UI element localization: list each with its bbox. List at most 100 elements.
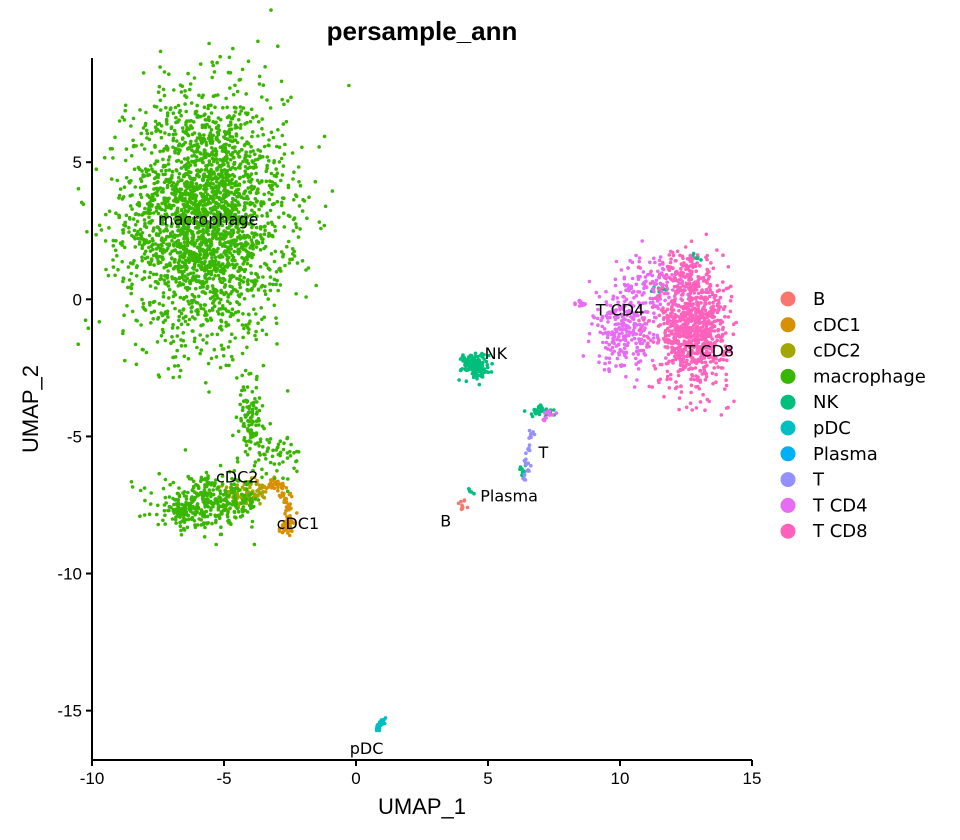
point (228, 314, 233, 319)
point (253, 497, 258, 501)
point (193, 336, 197, 341)
point (170, 173, 174, 178)
point (138, 108, 142, 112)
point (243, 368, 248, 373)
point (638, 327, 643, 331)
point (242, 180, 246, 184)
point (245, 154, 249, 158)
point (202, 222, 206, 227)
point (704, 325, 709, 329)
point (227, 123, 231, 128)
point (678, 273, 682, 278)
point (529, 464, 533, 468)
point (256, 458, 261, 462)
point (155, 512, 159, 517)
point (194, 150, 199, 154)
point (624, 288, 628, 293)
point (684, 306, 689, 311)
point (182, 494, 187, 498)
point (696, 278, 701, 283)
point (281, 254, 285, 259)
point (646, 272, 650, 277)
point (675, 314, 679, 318)
point (191, 216, 196, 221)
point (229, 486, 234, 490)
point (171, 339, 176, 344)
point (732, 399, 736, 404)
point (142, 276, 147, 280)
point (664, 284, 669, 288)
point (257, 408, 262, 413)
point (113, 135, 117, 140)
point (209, 271, 213, 276)
cluster-label-plasma: Plasma (480, 487, 538, 506)
point (702, 367, 706, 372)
point (620, 323, 625, 327)
point (664, 273, 669, 277)
point (250, 407, 255, 412)
point (208, 290, 213, 294)
point (202, 488, 207, 493)
point (621, 334, 626, 339)
point (287, 533, 292, 538)
point (690, 260, 694, 264)
point (199, 348, 204, 352)
point (209, 508, 213, 512)
point (182, 157, 187, 161)
point (211, 63, 215, 68)
point (596, 323, 600, 328)
point (693, 358, 697, 363)
point (111, 265, 116, 269)
point (213, 207, 217, 211)
point (261, 363, 266, 368)
point (179, 113, 183, 118)
point (671, 253, 676, 258)
point (122, 245, 127, 250)
point (700, 296, 705, 300)
point (701, 275, 706, 280)
point (229, 354, 234, 359)
point (254, 271, 258, 276)
point (186, 490, 190, 495)
point (234, 415, 239, 420)
point (140, 169, 144, 173)
point (269, 252, 274, 256)
point (216, 505, 221, 510)
point (184, 109, 188, 114)
point (154, 286, 158, 290)
point (220, 511, 224, 516)
point (188, 163, 193, 167)
point (632, 385, 637, 389)
point (206, 136, 211, 141)
point (643, 310, 648, 314)
point (138, 514, 142, 518)
point (226, 261, 230, 265)
point (260, 467, 264, 472)
point (297, 204, 302, 208)
point (152, 299, 157, 304)
point (711, 349, 715, 354)
point (578, 300, 583, 305)
point (233, 477, 237, 482)
point (156, 245, 161, 250)
point (197, 294, 201, 299)
point (602, 327, 607, 331)
point (154, 252, 158, 256)
point (689, 284, 694, 289)
point (254, 337, 258, 342)
point (618, 363, 623, 368)
point (159, 169, 164, 173)
point (131, 116, 136, 121)
point (669, 257, 673, 261)
point (667, 268, 672, 273)
point (176, 224, 181, 229)
point (192, 294, 196, 299)
point (682, 332, 686, 337)
point (673, 327, 677, 332)
point (134, 274, 139, 278)
point (270, 484, 275, 489)
point (234, 207, 239, 212)
point (622, 276, 627, 281)
point (485, 363, 490, 367)
point (679, 343, 684, 347)
